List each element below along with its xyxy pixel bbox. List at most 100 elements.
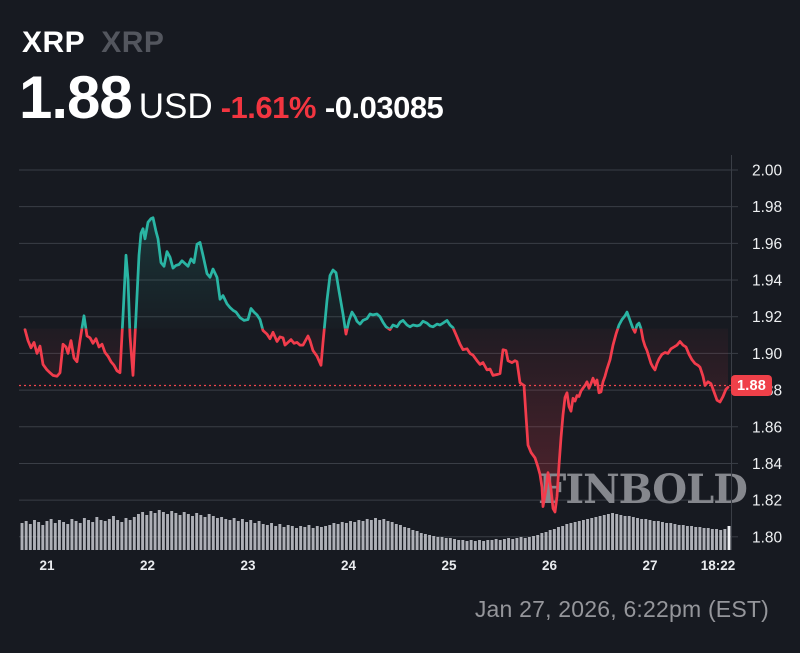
volume-bar (37, 522, 41, 550)
chart-header: XRP XRP 1.88 USD -1.61% -0.03085 (19, 26, 444, 128)
volume-bar (224, 519, 228, 550)
volume-bar (95, 517, 99, 550)
volume-bar (411, 530, 415, 550)
volume-bar (120, 522, 124, 550)
volume-bar (640, 519, 644, 550)
symbol-row: XRP XRP (22, 26, 443, 60)
volume-bar (502, 539, 506, 550)
volume-bar (673, 524, 677, 550)
volume-bar (548, 530, 552, 550)
volume-bar (178, 515, 182, 550)
volume-bar (465, 541, 469, 550)
y-axis-label: 1.84 (752, 456, 783, 473)
volume-bar (290, 526, 294, 550)
volume-bar (665, 523, 669, 550)
volume-bar (311, 528, 315, 550)
volume-bar (57, 520, 61, 550)
x-axis-label: 25 (441, 558, 457, 573)
volume-bar (82, 518, 86, 550)
volume-bar (299, 526, 303, 550)
volume-bar (49, 519, 53, 550)
x-axis-label: 26 (542, 558, 558, 573)
volume-bar (361, 521, 365, 550)
volume-bar (220, 517, 224, 550)
volume-bar (365, 519, 369, 550)
x-axis-label: 21 (39, 558, 55, 573)
volume-bar (602, 515, 606, 550)
volume-bar (307, 525, 311, 550)
volume-bar (386, 521, 390, 550)
volume-bar (278, 524, 282, 550)
volume-bar (440, 537, 444, 550)
y-axis-label: 1.90 (752, 346, 783, 363)
y-axis-label: 1.92 (752, 309, 782, 326)
volume-bar (99, 520, 103, 550)
volume-bars (20, 510, 731, 550)
volume-bar (332, 523, 336, 550)
volume-bar (685, 526, 689, 550)
volume-bar (561, 526, 565, 550)
volume-bar (20, 523, 24, 550)
volume-bar (191, 516, 194, 550)
volume-bar (557, 527, 560, 550)
volume-bar (349, 521, 352, 550)
volume-bar (710, 529, 714, 550)
volume-bar (403, 527, 407, 550)
volume-bar (444, 538, 448, 550)
volume-bar (236, 521, 240, 550)
volume-bar (211, 516, 215, 550)
volume-bar (24, 521, 28, 550)
volume-bar (166, 514, 170, 550)
volume-bar (399, 525, 402, 550)
volume-bar (170, 511, 174, 550)
volume-bar (581, 520, 585, 550)
volume-bar (498, 540, 502, 550)
volume-bar (394, 524, 398, 550)
volume-bar (623, 516, 627, 550)
volume-bar (486, 540, 490, 550)
volume-bar (644, 519, 648, 550)
volume-bar (319, 527, 323, 550)
price-line-above-baseline (24, 216, 643, 329)
area-fill-below-baseline (25, 328, 728, 512)
volume-bar (611, 513, 614, 550)
volume-bar (378, 520, 382, 550)
volume-bar (382, 519, 386, 550)
volume-bar (336, 524, 340, 550)
volume-bar (694, 527, 698, 550)
volume-bar (87, 520, 90, 550)
volume-bar (715, 529, 718, 550)
volume-bar (461, 540, 465, 550)
volume-bar (199, 515, 203, 550)
volume-bar (428, 535, 432, 550)
volume-bar (141, 512, 145, 550)
volume-bar (677, 525, 681, 550)
volume-bar (507, 538, 511, 550)
area-fill-above-baseline (25, 217, 728, 329)
volume-bar (295, 528, 298, 550)
x-axis-label: 24 (341, 558, 357, 573)
volume-bar (257, 521, 261, 550)
volume-bar (478, 540, 481, 550)
volume-bar (70, 519, 74, 550)
volume-bar (423, 534, 427, 550)
volume-bar (469, 540, 473, 550)
volume-bar (232, 518, 236, 550)
volume-bar (28, 524, 32, 550)
x-axis-label: 27 (642, 558, 657, 573)
volume-bar (340, 522, 344, 550)
volume-bar (107, 519, 111, 550)
volume-bar (270, 523, 273, 550)
volume-bar (374, 518, 377, 550)
volume-bar (195, 513, 199, 550)
volume-bar (274, 526, 278, 550)
volume-bar (723, 529, 727, 550)
volume-bar (523, 538, 527, 550)
volume-bar (66, 524, 70, 550)
volume-bar (544, 532, 548, 550)
volume-bar (652, 521, 656, 550)
chart-timestamp: Jan 27, 2026, 6:22pm (EST) (474, 596, 769, 622)
